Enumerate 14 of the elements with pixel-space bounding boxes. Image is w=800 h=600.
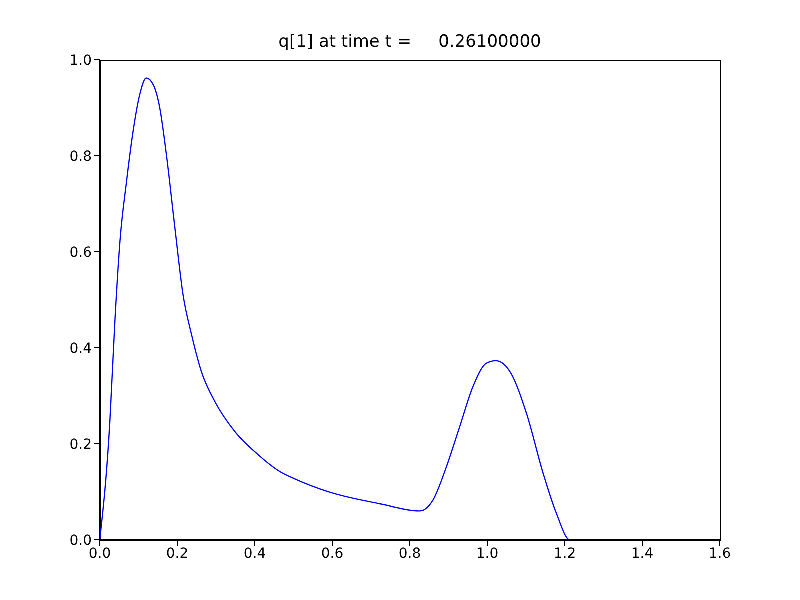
y-tick-label: 0.4 [70, 340, 92, 357]
y-tick-label: 1.0 [70, 52, 92, 69]
x-tick-label: 1.2 [554, 546, 576, 562]
y-tick-label: 0.8 [70, 148, 92, 165]
y-tick-label: 0.6 [70, 244, 92, 261]
x-tick-label: 0.4 [244, 546, 266, 562]
x-tick-label: 1.0 [476, 546, 499, 562]
chart-title: q[1] at time t = 0.26100000 [278, 32, 542, 52]
x-tick-label: 0.2 [166, 546, 189, 562]
x-tick-label: 0.8 [398, 546, 422, 562]
x-tick-label: 0.6 [321, 546, 344, 562]
y-tick-label: 0.2 [70, 436, 92, 453]
x-tick-label: 1.4 [631, 546, 654, 562]
x-tick-label: 1.6 [708, 546, 732, 562]
